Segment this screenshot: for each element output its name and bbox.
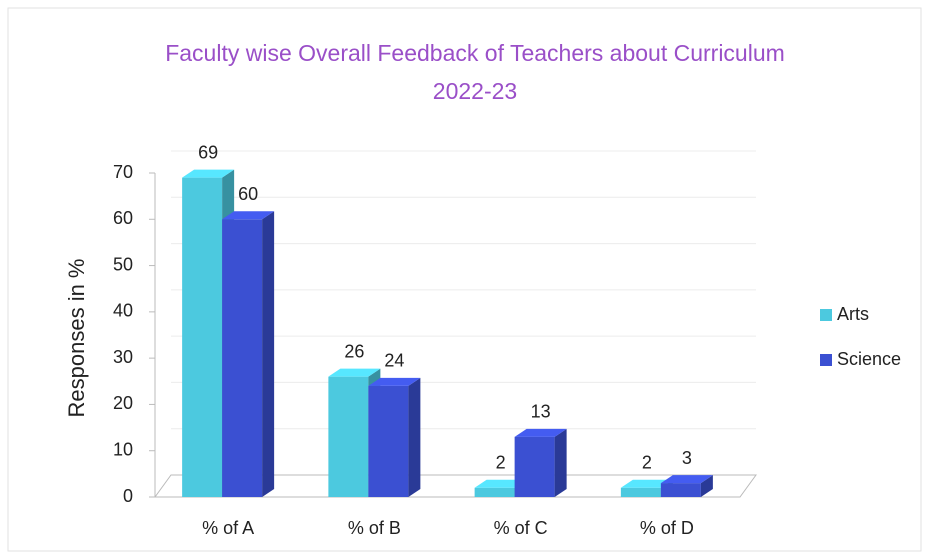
bar-top: [328, 368, 381, 377]
y-tick-label: 30: [113, 347, 133, 367]
bar: [368, 377, 421, 497]
legend-label: Science: [837, 349, 901, 369]
data-label: 13: [531, 402, 551, 422]
bar-front: [368, 385, 409, 497]
bar-front: [660, 483, 701, 497]
data-label: 60: [238, 184, 258, 204]
bar-top: [620, 479, 673, 488]
bar-front: [514, 436, 555, 497]
y-axis-label: Responses in %: [64, 259, 89, 418]
chart-title: Faculty wise Overall Feedback of Teacher…: [165, 40, 785, 104]
bar-front: [222, 219, 263, 498]
bar-side: [700, 475, 713, 497]
bar-front: [620, 487, 661, 497]
data-label: 2: [496, 452, 506, 472]
bar-front: [474, 487, 515, 497]
bar: [222, 211, 275, 498]
bar-side: [262, 211, 275, 498]
legend-swatch: [820, 309, 832, 321]
y-tick-label: 60: [113, 208, 133, 228]
legend-swatch: [820, 354, 832, 366]
y-tick-label: 70: [113, 162, 133, 182]
bar: [660, 475, 713, 497]
y-tick-label: 20: [113, 393, 133, 413]
x-tick-label: % of D: [640, 518, 694, 538]
bar-top: [660, 475, 713, 484]
data-label: 26: [344, 341, 364, 361]
bar-side: [408, 377, 421, 497]
bar-top: [514, 428, 567, 437]
bar: [514, 428, 567, 497]
y-tick-label: 40: [113, 301, 133, 321]
data-label: 24: [384, 351, 404, 371]
data-label: 2: [642, 452, 652, 472]
legend-label: Arts: [837, 304, 869, 324]
x-tick-label: % of C: [494, 518, 548, 538]
x-tick-label: % of A: [202, 518, 254, 538]
bar-top: [182, 169, 235, 178]
data-label: 3: [682, 448, 692, 468]
bar-side: [554, 428, 567, 497]
bar-front: [328, 376, 369, 497]
y-tick-label: 0: [123, 486, 133, 506]
x-tick-label: % of B: [348, 518, 401, 538]
bar-top: [368, 377, 421, 386]
data-label: 69: [198, 142, 218, 162]
chart-border: [7, 7, 922, 552]
y-tick-label: 50: [113, 254, 133, 274]
y-tick-label: 10: [113, 439, 133, 459]
bar-top: [222, 211, 275, 220]
bar-top: [474, 479, 527, 488]
bar-front: [182, 177, 223, 497]
